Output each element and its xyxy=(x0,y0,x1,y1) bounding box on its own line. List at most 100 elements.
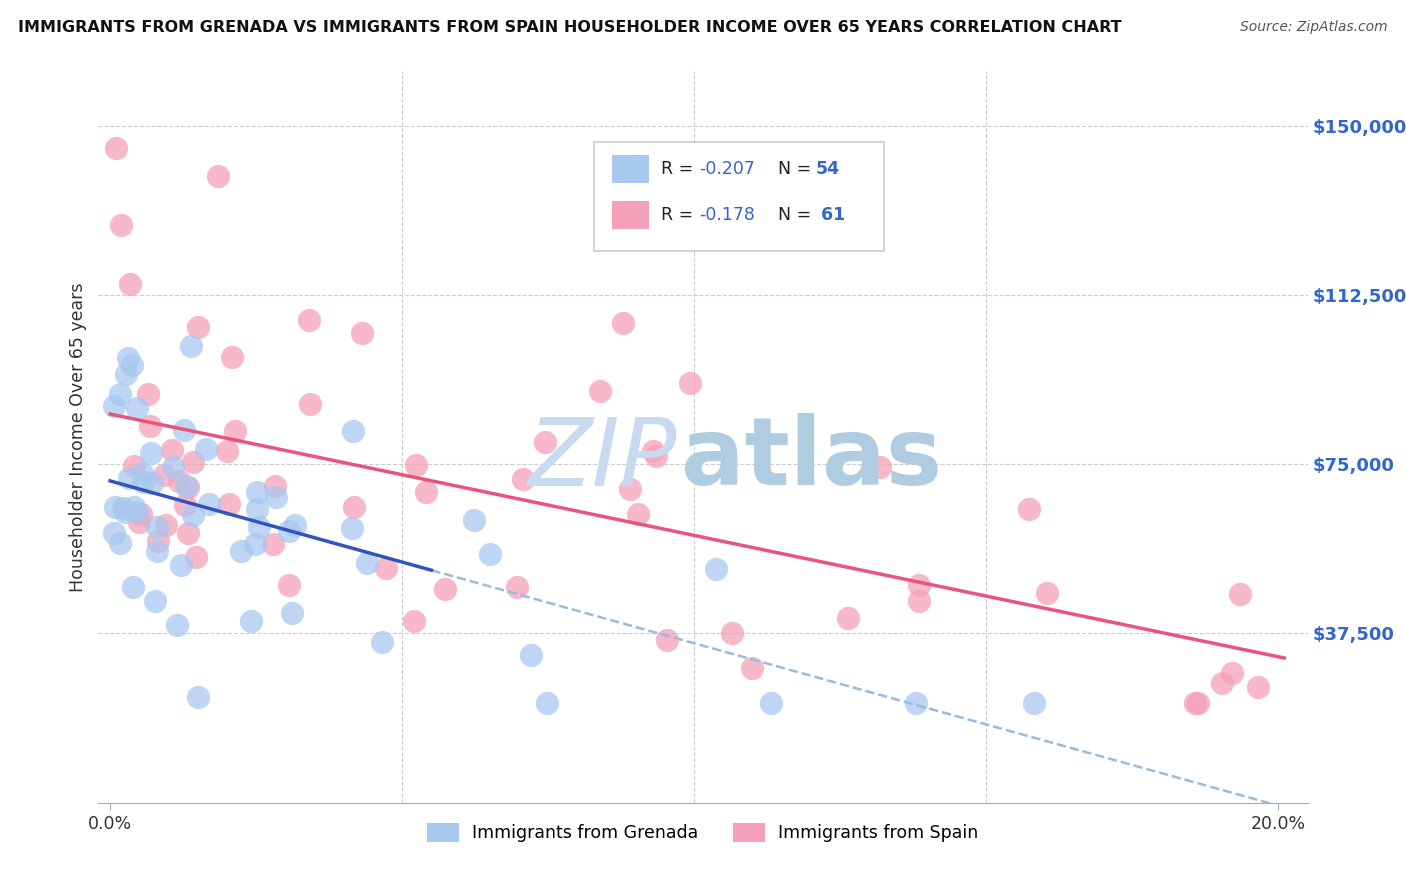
Point xyxy=(177,526,200,541)
Point xyxy=(1247,681,1270,695)
Point xyxy=(221,350,243,364)
Point xyxy=(1024,697,1046,711)
Text: Source: ZipAtlas.com: Source: ZipAtlas.com xyxy=(1240,20,1388,34)
Point xyxy=(117,351,139,366)
Point xyxy=(759,697,782,711)
Point xyxy=(198,497,221,511)
Point xyxy=(904,697,927,711)
Point xyxy=(641,443,664,458)
Point xyxy=(174,499,197,513)
Point xyxy=(162,459,184,474)
Point xyxy=(184,550,207,565)
Point xyxy=(122,459,145,474)
Point xyxy=(128,515,150,529)
Point xyxy=(405,458,427,472)
Point xyxy=(129,507,152,521)
Point xyxy=(679,376,702,390)
Point xyxy=(246,502,269,516)
Text: 61: 61 xyxy=(815,206,845,225)
Point xyxy=(132,475,155,489)
Point xyxy=(105,141,128,155)
Point xyxy=(478,547,501,561)
Point xyxy=(173,423,195,437)
Point xyxy=(463,513,485,527)
Point xyxy=(1018,501,1040,516)
Point xyxy=(231,544,253,558)
Point xyxy=(264,490,287,504)
Point xyxy=(177,480,200,494)
Point xyxy=(356,556,378,570)
Point xyxy=(1036,586,1059,600)
Point xyxy=(117,470,139,484)
Text: R =: R = xyxy=(661,160,699,178)
Point xyxy=(262,537,284,551)
Point xyxy=(174,479,197,493)
Legend: Immigrants from Grenada, Immigrants from Spain: Immigrants from Grenada, Immigrants from… xyxy=(420,816,986,849)
Text: R =: R = xyxy=(661,206,699,225)
Point xyxy=(143,594,166,608)
Point xyxy=(837,611,859,625)
Point xyxy=(1187,697,1209,711)
Point xyxy=(627,507,650,521)
Point xyxy=(506,580,529,594)
Point xyxy=(243,537,266,551)
Point xyxy=(125,505,148,519)
Text: atlas: atlas xyxy=(682,413,942,505)
Point xyxy=(612,316,634,330)
Text: 54: 54 xyxy=(815,160,839,178)
Point xyxy=(179,339,201,353)
Point xyxy=(108,535,131,549)
Point xyxy=(741,661,763,675)
Point xyxy=(114,505,136,519)
Point xyxy=(155,518,177,533)
Bar xyxy=(613,155,648,183)
Point xyxy=(371,635,394,649)
Point xyxy=(139,446,162,460)
Point xyxy=(103,526,125,541)
Text: N =: N = xyxy=(768,206,817,225)
Text: -0.178: -0.178 xyxy=(699,206,755,225)
Point xyxy=(342,520,364,534)
Point xyxy=(536,697,558,711)
Point xyxy=(207,169,229,183)
Point xyxy=(125,401,148,415)
Point xyxy=(277,578,299,592)
Point xyxy=(166,618,188,632)
Point xyxy=(352,326,374,340)
Point xyxy=(908,593,931,607)
Point xyxy=(299,397,322,411)
Point xyxy=(1229,587,1251,601)
Point xyxy=(167,474,190,488)
Text: N =: N = xyxy=(768,160,817,178)
Point xyxy=(218,497,240,511)
Point xyxy=(131,467,153,481)
Point xyxy=(247,520,270,534)
Point xyxy=(720,626,742,640)
Point xyxy=(145,520,167,534)
Point xyxy=(519,648,541,662)
Point xyxy=(280,606,302,620)
Point xyxy=(111,500,134,515)
Point xyxy=(104,500,127,514)
Point xyxy=(181,508,204,522)
Point xyxy=(114,368,136,382)
Text: ZIP: ZIP xyxy=(527,414,676,505)
Point xyxy=(277,524,299,538)
Point xyxy=(619,482,641,496)
Point xyxy=(239,614,262,628)
Text: IMMIGRANTS FROM GRENADA VS IMMIGRANTS FROM SPAIN HOUSEHOLDER INCOME OVER 65 YEAR: IMMIGRANTS FROM GRENADA VS IMMIGRANTS FR… xyxy=(18,20,1122,35)
FancyBboxPatch shape xyxy=(595,143,884,251)
Point xyxy=(402,614,425,628)
Point xyxy=(534,435,557,450)
Point xyxy=(110,218,132,232)
Y-axis label: Householder Income Over 65 years: Householder Income Over 65 years xyxy=(69,283,87,591)
Point xyxy=(170,558,193,572)
Point xyxy=(284,517,307,532)
Text: -0.207: -0.207 xyxy=(699,160,755,178)
Point xyxy=(1222,666,1244,681)
Point xyxy=(415,484,437,499)
Point xyxy=(246,484,269,499)
Point xyxy=(122,500,145,515)
Point xyxy=(588,384,610,398)
Point xyxy=(138,419,160,434)
